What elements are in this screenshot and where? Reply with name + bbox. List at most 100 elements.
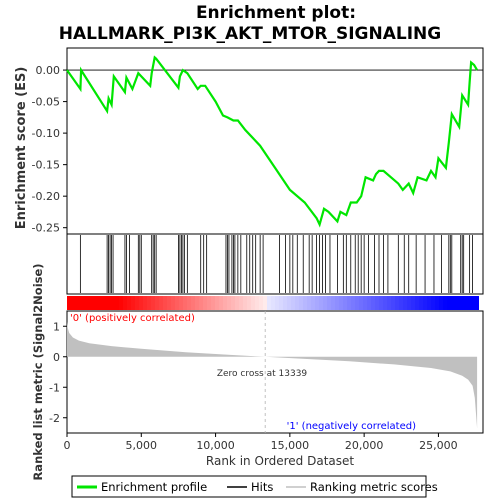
color-bar-segment [471, 296, 476, 310]
color-bar-segment [299, 296, 304, 310]
color-bar-segment [323, 296, 328, 310]
chart-title-line2: HALLMARK_PI3K_AKT_MTOR_SIGNALING [59, 24, 441, 44]
legend-enrichment-label: Enrichment profile [101, 480, 207, 494]
color-bar-segment [227, 296, 232, 310]
x-axis-label: Rank in Ordered Dataset [206, 454, 354, 468]
color-bar-segment [207, 296, 212, 310]
color-bar-segment [459, 296, 464, 310]
ranking-axis-label: Ranked list metric (Signal2Noise) [31, 263, 45, 480]
color-bar-segment [395, 296, 400, 310]
color-bar-segment [479, 296, 484, 310]
x-tick-label: 25,000 [419, 439, 458, 452]
color-bar-segment [139, 296, 144, 310]
color-bar-segment [295, 296, 300, 310]
color-bar-segment [247, 296, 252, 310]
color-bar-segment [191, 296, 196, 310]
color-bar-segment [267, 296, 272, 310]
color-bar-segment [151, 296, 156, 310]
color-bar-segment [183, 296, 188, 310]
color-bar-segment [407, 296, 412, 310]
color-bar-segment [235, 296, 240, 310]
color-bar-segment [71, 296, 76, 310]
color-bar-segment [451, 296, 456, 310]
es-y-tick-label: -0.20 [32, 190, 60, 203]
x-axis: 0 5,000 10,000 15,000 20,000 25,000 [64, 433, 458, 452]
color-bar-segment [243, 296, 248, 310]
color-bar-segment [83, 296, 88, 310]
rank-color-bar [67, 296, 484, 310]
es-y-tick-label: -0.15 [32, 159, 60, 172]
ranking-y-tick-label: -1 [49, 381, 60, 394]
color-bar-segment [79, 296, 84, 310]
negative-correlation-label: '1' (negatively correlated) [287, 421, 416, 432]
color-bar-segment [67, 296, 72, 310]
es-plot-area [66, 47, 484, 235]
color-bar-segment [427, 296, 432, 310]
x-tick-label: 0 [64, 439, 71, 452]
color-bar-segment [275, 296, 280, 310]
color-bar-segment [179, 296, 184, 310]
color-bar-segment [123, 296, 128, 310]
color-bar-segment [195, 296, 200, 310]
color-bar-segment [219, 296, 224, 310]
ranking-y-tick-label: 1 [53, 320, 60, 333]
es-y-tick-label: -0.10 [32, 127, 60, 140]
color-bar-segment [155, 296, 160, 310]
legend-hits-label: Hits [251, 480, 273, 494]
color-bar-segment [291, 296, 296, 310]
color-bar-segment [303, 296, 308, 310]
color-bar-segment [131, 296, 136, 310]
ranking-plot-area [66, 310, 484, 434]
color-bar-segment [335, 296, 340, 310]
color-bar-segment [423, 296, 428, 310]
color-bar-segment [435, 296, 440, 310]
enrichment-profile-line [66, 55, 479, 228]
es-y-tick-label: 0.00 [36, 64, 61, 77]
color-bar-segment [319, 296, 324, 310]
color-bar-segment [159, 296, 164, 310]
color-bar-segment [127, 296, 132, 310]
color-bar-segment [387, 296, 392, 310]
color-bar-segment [339, 296, 344, 310]
color-bar-segment [439, 296, 444, 310]
color-bar-segment [167, 296, 172, 310]
x-tick-label: 15,000 [271, 439, 310, 452]
color-bar-segment [103, 296, 108, 310]
color-bar-segment [95, 296, 100, 310]
color-bar-segment [203, 296, 208, 310]
color-bar-segment [111, 296, 116, 310]
color-bar-segment [359, 296, 364, 310]
es-axis-label: Enrichment score (ES) [14, 67, 29, 230]
color-bar-segment [263, 296, 268, 310]
color-bar-segment [107, 296, 112, 310]
color-bar-segment [135, 296, 140, 310]
color-bar-segment [443, 296, 448, 310]
color-bar-segment [215, 296, 220, 310]
positive-correlation-label: '0' (positively correlated) [70, 313, 195, 324]
color-bar-segment [307, 296, 312, 310]
legend-box [71, 475, 427, 498]
color-bar-segment [283, 296, 288, 310]
color-bar-segment [379, 296, 384, 310]
hits-plot-area [66, 233, 484, 295]
color-bar-segment [271, 296, 276, 310]
color-bar-segment [383, 296, 388, 310]
color-bar-segment [355, 296, 360, 310]
color-bar-segment [363, 296, 368, 310]
color-bar-segment [147, 296, 152, 310]
color-bar-segment [279, 296, 284, 310]
color-bar-segment [315, 296, 320, 310]
color-bar-segment [375, 296, 380, 310]
color-bar-segment [447, 296, 452, 310]
color-bar-segment [143, 296, 148, 310]
color-bar-segment [211, 296, 216, 310]
color-bar-segment [463, 296, 468, 310]
es-y-tick-label: -0.25 [32, 222, 60, 235]
chart-title-line1: Enrichment plot: [196, 3, 356, 23]
x-tick-label: 20,000 [345, 439, 384, 452]
color-bar-segment [343, 296, 348, 310]
hits-panel [66, 233, 484, 295]
color-bar-segment [311, 296, 316, 310]
es-panel: 0.00 -0.05 -0.10 -0.15 -0.20 -0.25 Enrichment… [14, 47, 484, 235]
